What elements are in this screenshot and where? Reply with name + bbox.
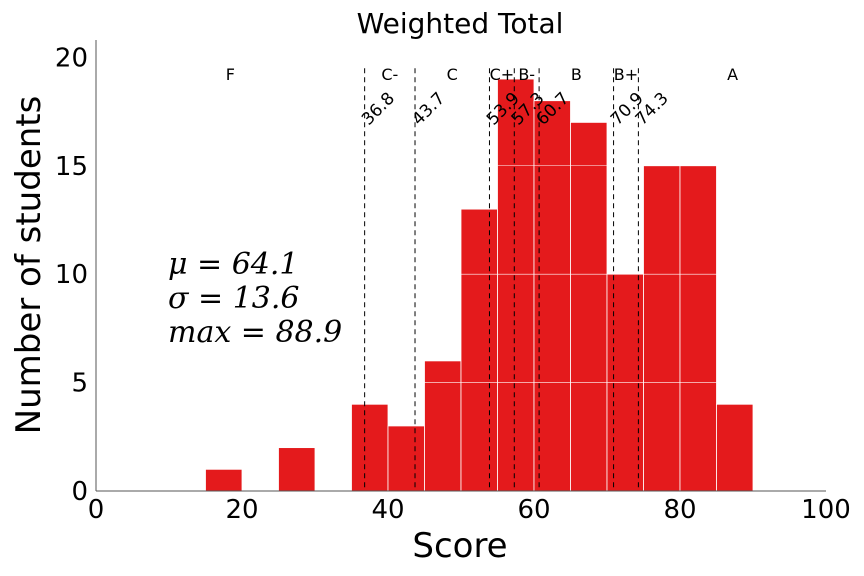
y-tick-label-1: 5	[71, 369, 88, 399]
grade-label-3: C+	[490, 65, 515, 84]
x-axis-title: Score	[412, 526, 507, 566]
histogram-bar-5	[460, 208, 498, 492]
histogram-bar-4	[424, 360, 462, 492]
grade-label-7: A	[727, 65, 738, 84]
x-tick-label-3: 60	[517, 495, 550, 525]
chart-title: Weighted Total	[357, 7, 564, 40]
x-tick-label-0: 0	[88, 495, 105, 525]
grade-label-1: C-	[381, 65, 398, 84]
histogram-bar-3	[387, 425, 425, 492]
histogram-bar-1	[278, 447, 316, 492]
y-tick-label-3: 15	[55, 152, 88, 182]
histogram-bar-6	[497, 78, 535, 492]
grade-label-0: F	[226, 65, 235, 84]
y-axis-title: Number of students	[9, 96, 49, 435]
histogram-bar-11	[679, 165, 717, 492]
stat-label-2: max = 88.9	[168, 315, 342, 350]
grade-labels-group: F C- C C+ B- B B+ A	[226, 65, 738, 84]
x-tick-label-5: 100	[801, 495, 851, 525]
x-tick-label-2: 40	[371, 495, 404, 525]
stat-label-1: σ = 13.6	[168, 281, 299, 316]
bars-group	[96, 78, 826, 492]
x-tick-labels: 0 20 40 60 80 100	[88, 495, 851, 525]
stat-label-0: μ = 64.1	[168, 247, 299, 282]
grade-label-6: B+	[614, 65, 638, 84]
y-tick-label-4: 20	[55, 43, 88, 73]
histogram-bar-12	[716, 403, 754, 492]
x-tick-label-4: 80	[663, 495, 696, 525]
grade-label-4: B-	[518, 65, 535, 84]
histogram-bar-2	[351, 403, 389, 492]
x-tick-label-1: 20	[225, 495, 258, 525]
histogram-bar-0	[205, 468, 243, 492]
y-tick-label-2: 10	[55, 260, 88, 290]
histogram-bar-8	[570, 121, 608, 492]
grade-label-5: B	[571, 65, 582, 84]
histogram-bar-10	[643, 165, 681, 492]
y-tick-labels: 0 5 10 15 20	[55, 43, 88, 507]
axes-group	[95, 40, 826, 492]
y-tick-label-0: 0	[71, 477, 88, 507]
grade-label-2: C	[447, 65, 458, 84]
